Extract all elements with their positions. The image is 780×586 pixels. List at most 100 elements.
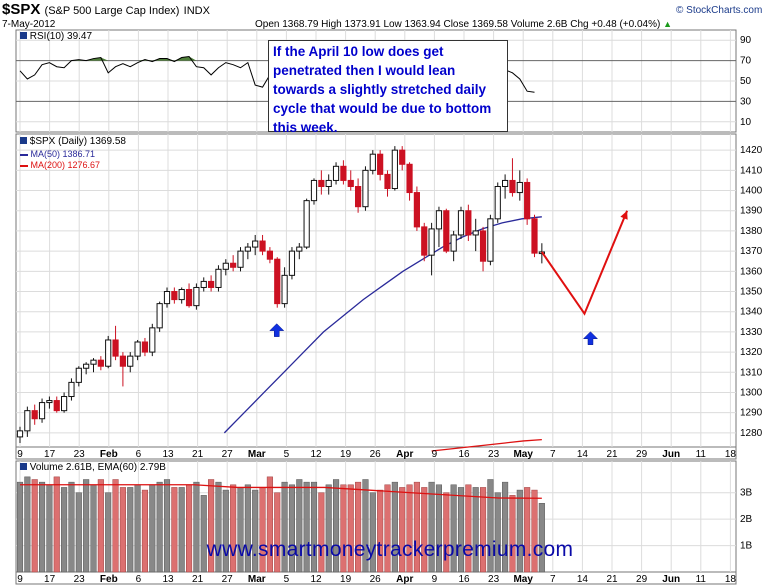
source-credit[interactable]: © StockCharts.com — [676, 5, 763, 16]
volume-bar — [428, 481, 435, 573]
candle-body — [222, 262, 229, 270]
candle-body — [421, 226, 428, 256]
volume-bar — [310, 481, 318, 573]
x-axis-label-bottom: 11 — [696, 574, 707, 585]
annotation-box: If the April 10 low does get penetrated … — [268, 40, 508, 135]
volume-bar — [266, 476, 273, 573]
volume-bar — [443, 492, 450, 573]
ohlc-values: Open 1368.79 High 1373.91 Low 1363.94 Cl… — [255, 19, 672, 30]
price-tick-label: 1360 — [740, 266, 763, 277]
candle-body — [524, 181, 531, 220]
candle-body — [208, 280, 215, 288]
ma50-label-text: MA(50) 1386.71 — [30, 149, 96, 159]
volume-bar — [480, 487, 487, 573]
candle-body — [296, 246, 303, 252]
symbol-name: (S&P 500 Large Cap Index) — [44, 5, 180, 17]
candle-body — [200, 280, 207, 288]
candle-body — [156, 303, 163, 329]
volume-bar — [421, 487, 428, 573]
candle-body — [340, 165, 347, 181]
volume-bar — [406, 484, 413, 573]
candle-body — [355, 186, 362, 208]
x-axis-label-bottom: 7 — [550, 574, 556, 585]
candle-body — [531, 218, 538, 254]
x-axis-label-bottom: 21 — [606, 574, 618, 585]
rsi-tick-label: 10 — [740, 117, 752, 128]
candle-body — [215, 268, 222, 288]
volume-bar — [208, 479, 215, 573]
candle-body — [68, 381, 75, 398]
candle-body — [53, 400, 60, 412]
watermark-url[interactable]: www.smartmoneytrackerpremium.com — [206, 538, 574, 561]
volume-bar — [75, 492, 82, 573]
volume-bar — [156, 481, 163, 573]
x-axis-label: 21 — [606, 449, 618, 460]
candle-body — [413, 192, 420, 228]
volume-bar — [252, 489, 259, 573]
volume-tick-label: 3B — [740, 488, 753, 499]
candle-body — [16, 430, 24, 438]
candle-body — [119, 355, 127, 367]
ma200-label: MA(200) 1276.67 — [20, 160, 100, 170]
volume-bar — [53, 476, 60, 573]
symbol-title: $SPX (S&P 500 Large Cap Index) INDX — [2, 1, 210, 18]
x-axis-label: 19 — [340, 449, 352, 460]
candle-body — [163, 291, 171, 305]
chart-date: 7-May-2012 — [2, 19, 56, 30]
x-axis-label-bottom: 19 — [340, 574, 352, 585]
candle-body — [97, 359, 104, 367]
candle-body — [435, 210, 443, 230]
volume-bar — [230, 484, 237, 573]
volume-bar — [244, 484, 251, 573]
candle-body — [244, 246, 251, 252]
x-axis-label: 21 — [192, 449, 204, 460]
candle-body — [457, 210, 465, 236]
ma200-label-text: MA(200) 1276.67 — [30, 160, 101, 170]
candle-body — [325, 179, 332, 188]
candle-body — [149, 327, 156, 353]
volume-bar — [193, 481, 200, 573]
price-tick-label: 1400 — [740, 186, 763, 197]
x-axis-label-bottom: 23 — [488, 574, 500, 585]
candle-body — [472, 230, 479, 236]
x-axis-label-bottom: 17 — [44, 574, 56, 585]
candle-body — [38, 402, 46, 420]
volume-bar — [105, 492, 112, 573]
candle-body — [75, 367, 82, 383]
candle-body — [369, 153, 376, 171]
volume-bar — [296, 479, 303, 573]
x-axis-label-bottom: Mar — [248, 574, 266, 585]
candle-body — [332, 165, 340, 181]
volume-ema-line — [20, 484, 542, 499]
candle-body — [252, 240, 259, 248]
symbol: $SPX — [2, 1, 41, 18]
price-tick-label: 1310 — [740, 367, 763, 378]
x-axis-label-bottom: 27 — [222, 574, 234, 585]
candle-body — [46, 400, 53, 404]
volume-bar — [215, 481, 222, 573]
price-tick-label: 1340 — [740, 307, 763, 318]
candle-body — [274, 258, 281, 305]
projection-arrowhead-icon — [620, 210, 628, 220]
x-axis-label: 27 — [222, 449, 234, 460]
exchange: INDX — [183, 5, 210, 17]
x-axis-label: 17 — [44, 449, 56, 460]
volume-bar — [163, 479, 171, 573]
price-tick-label: 1370 — [740, 246, 763, 257]
candle-body — [318, 179, 325, 188]
volume-layer — [16, 476, 545, 573]
volume-bar — [465, 484, 472, 573]
volume-bar — [178, 487, 185, 573]
x-axis-label-bottom: 14 — [577, 574, 589, 585]
volume-bar — [399, 487, 406, 573]
x-axis-label-bottom: 5 — [284, 574, 290, 585]
candle-body — [347, 179, 354, 188]
candle-body — [193, 286, 200, 307]
candle-body — [259, 240, 266, 252]
x-axis-label-bottom: 16 — [458, 574, 470, 585]
volume-bar — [127, 487, 134, 573]
volume-bar — [61, 487, 68, 573]
volume-bar — [83, 479, 90, 573]
x-axis-label: 6 — [136, 449, 142, 460]
